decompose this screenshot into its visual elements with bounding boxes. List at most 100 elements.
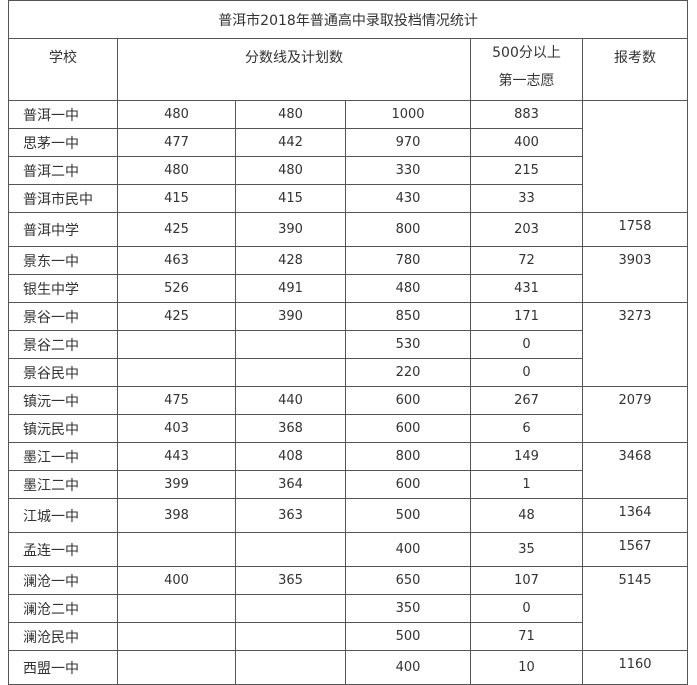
school-cell: 普洱二中 [8, 156, 118, 185]
table-row: 墨江一中 443 408 800 149 3468 [8, 442, 689, 499]
table-row: 普洱市民中 415 415 430 33 [8, 184, 688, 213]
value-cell: 10 [470, 650, 583, 685]
value-cell: 400 [117, 566, 236, 595]
value-cell: 477 [117, 128, 236, 157]
value-cell: 480 [235, 100, 346, 129]
value-cell [117, 330, 236, 359]
school-cell: 思茅一中 [8, 128, 118, 157]
school-cell: 普洱中学 [8, 212, 118, 247]
value-cell [117, 594, 236, 623]
value-cell: 408 [235, 442, 346, 471]
school-cell: 墨江一中 [8, 442, 118, 471]
table-row: 西盟一中 400 10 1160 [8, 650, 689, 685]
value-cell: 6 [470, 414, 583, 443]
school-cell: 景谷一中 [8, 302, 118, 331]
value-cell: 500 [345, 622, 471, 651]
value-cell: 400 [345, 650, 471, 685]
value-cell: 365 [235, 566, 346, 595]
value-cell: 220 [345, 358, 471, 387]
value-cell: 48 [470, 498, 583, 533]
value-cell: 430 [345, 184, 471, 213]
value-cell: 0 [470, 330, 583, 359]
value-cell: 425 [117, 212, 236, 247]
value-cell: 0 [470, 358, 583, 387]
value-cell: 1000 [345, 100, 471, 129]
applicants-cell: 1758 [581, 212, 689, 247]
school-cell: 镇沅一中 [8, 386, 118, 415]
value-cell: 883 [470, 100, 583, 129]
value-cell [117, 622, 236, 651]
value-cell: 850 [345, 302, 471, 331]
value-cell: 650 [345, 566, 471, 595]
school-cell: 墨江二中 [8, 470, 118, 499]
value-cell: 480 [235, 156, 346, 185]
value-cell: 399 [117, 470, 236, 499]
school-cell: 澜沧民中 [8, 622, 118, 651]
value-cell: 443 [117, 442, 236, 471]
value-cell: 970 [345, 128, 471, 157]
table-row: 江城一中 398 363 500 48 1364 [8, 498, 689, 533]
value-cell: 491 [235, 274, 346, 303]
value-cell: 400 [345, 532, 471, 567]
value-cell: 368 [235, 414, 346, 443]
applicants-cell: 2079 [581, 386, 689, 443]
school-cell: 普洱一中 [8, 100, 118, 129]
table-row: 景东一中 463 428 780 72 3903 [8, 246, 689, 303]
table-row: 墨江二中 399 364 600 1 [8, 470, 688, 499]
value-cell: 500 [345, 498, 471, 533]
school-cell: 景谷二中 [8, 330, 118, 359]
value-cell [235, 330, 346, 359]
value-cell: 425 [117, 302, 236, 331]
value-cell [235, 532, 346, 567]
table-row: 普洱一中 480 480 1000 883 [8, 100, 689, 213]
applicants-cell: 3273 [581, 302, 689, 387]
school-cell: 澜沧二中 [8, 594, 118, 623]
applicants-cell: 1364 [581, 498, 689, 533]
table-row: 澜沧民中 500 71 [8, 622, 688, 651]
value-cell: 72 [470, 246, 583, 275]
applicants-cell: 3468 [581, 442, 689, 499]
value-cell [117, 650, 236, 685]
value-cell: 526 [117, 274, 236, 303]
table-row: 普洱中学 425 390 800 203 1758 [8, 212, 689, 247]
table-row: 镇沅一中 475 440 600 267 2079 [8, 386, 689, 443]
value-cell: 530 [345, 330, 471, 359]
table-row: 银生中学 526 491 480 431 [8, 274, 688, 303]
table-title: 普洱市2018年普通高中录取投档情况统计 [7, 0, 689, 39]
value-cell: 35 [470, 532, 583, 567]
table-row: 澜沧一中 400 365 650 107 5145 [8, 566, 689, 651]
value-cell: 149 [470, 442, 583, 471]
applicants-cell: 1160 [581, 650, 689, 685]
value-cell: 415 [235, 184, 346, 213]
value-cell: 442 [235, 128, 346, 157]
school-cell: 镇沅民中 [8, 414, 118, 443]
value-cell: 215 [470, 156, 583, 185]
value-cell: 390 [235, 302, 346, 331]
school-cell: 孟连一中 [8, 532, 118, 567]
table-row: 孟连一中 400 35 1567 [8, 532, 689, 567]
value-cell [235, 650, 346, 685]
value-cell: 480 [345, 274, 471, 303]
value-cell: 390 [235, 212, 346, 247]
admission-table: 普洱市2018年普通高中录取投档情况统计 学校 分数线及计划数 500分以上第一… [7, 0, 689, 685]
table-row: 澜沧二中 350 0 [8, 594, 688, 623]
value-cell: 171 [470, 302, 583, 331]
value-cell: 400 [470, 128, 583, 157]
value-cell: 364 [235, 470, 346, 499]
header-cell: 500分以上第一志愿 [470, 38, 583, 101]
value-cell: 440 [235, 386, 346, 415]
school-cell: 普洱市民中 [8, 184, 118, 213]
school-cell: 江城一中 [8, 498, 118, 533]
value-cell: 800 [345, 442, 471, 471]
header-cell: 报考数 [581, 38, 689, 101]
value-cell: 403 [117, 414, 236, 443]
school-cell: 银生中学 [8, 274, 118, 303]
value-cell: 398 [117, 498, 236, 533]
school-cell: 澜沧一中 [8, 566, 118, 595]
applicants-cell [581, 100, 689, 213]
applicants-cell: 1567 [581, 532, 689, 567]
school-cell: 景东一中 [8, 246, 118, 275]
value-cell [117, 358, 236, 387]
header-cell: 分数线及计划数 [117, 38, 471, 101]
value-cell: 600 [345, 470, 471, 499]
